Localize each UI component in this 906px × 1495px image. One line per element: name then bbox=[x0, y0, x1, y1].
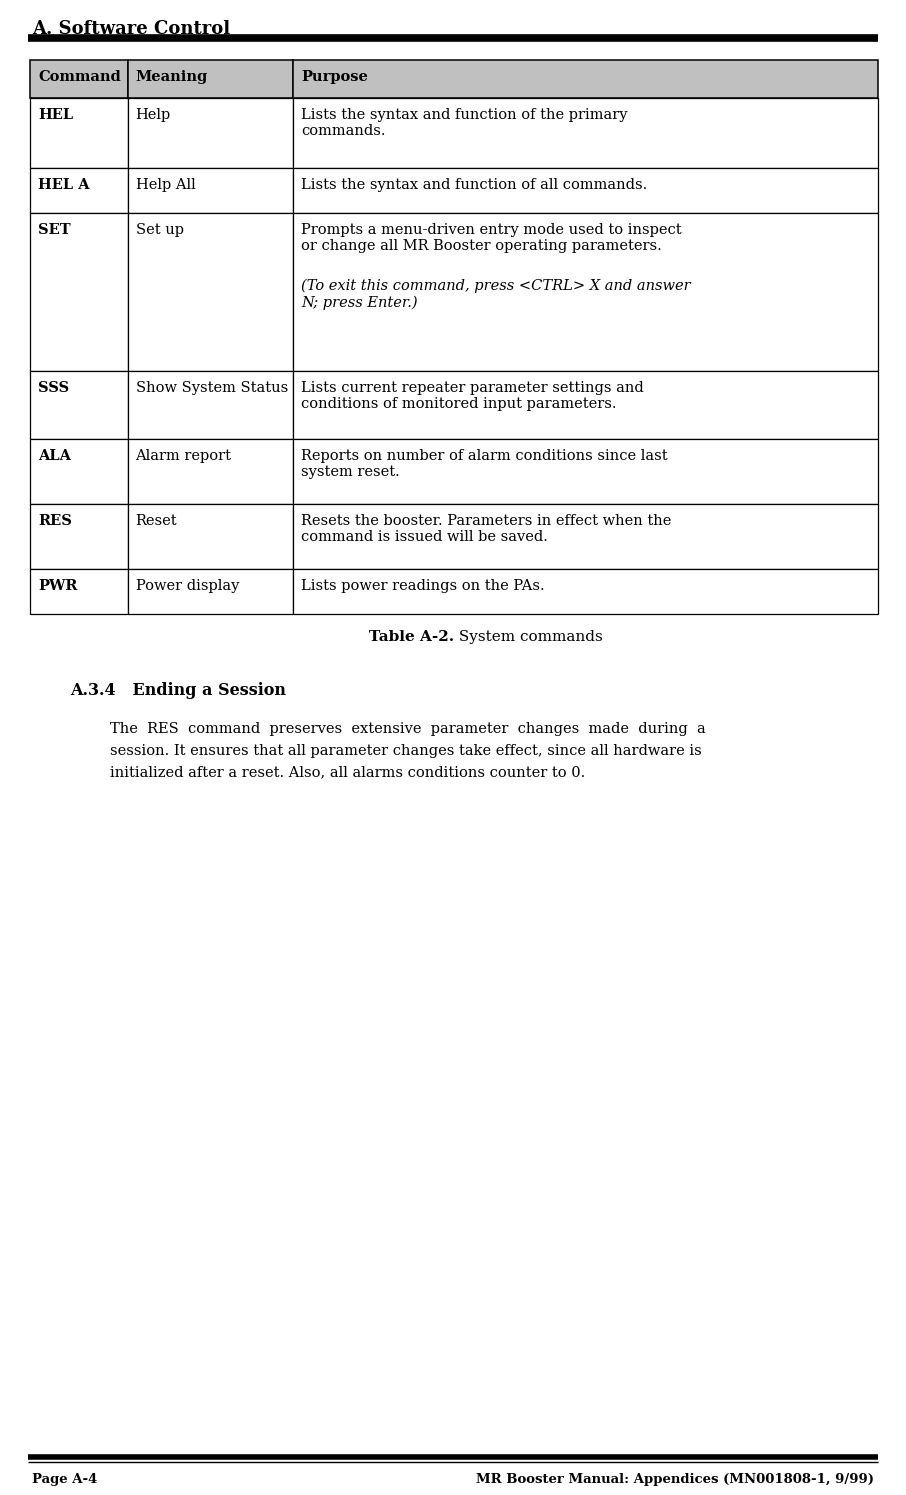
Bar bbox=[128, 570, 293, 614]
Text: Lists the syntax and function of the primary
commands.: Lists the syntax and function of the pri… bbox=[301, 108, 627, 138]
Bar bbox=[293, 570, 878, 614]
Text: HEL A: HEL A bbox=[38, 178, 90, 191]
Bar bbox=[128, 371, 293, 440]
Bar bbox=[293, 504, 878, 570]
Bar bbox=[30, 212, 128, 371]
Text: Purpose: Purpose bbox=[301, 70, 368, 84]
Bar bbox=[30, 60, 128, 99]
Text: session. It ensures that all parameter changes take effect, since all hardware i: session. It ensures that all parameter c… bbox=[110, 743, 702, 758]
Bar bbox=[128, 99, 293, 167]
Text: Reports on number of alarm conditions since last
system reset.: Reports on number of alarm conditions si… bbox=[301, 448, 668, 480]
Bar bbox=[128, 167, 293, 212]
Bar bbox=[293, 570, 878, 614]
Text: HEL: HEL bbox=[38, 108, 73, 123]
Bar bbox=[128, 60, 293, 99]
Bar bbox=[293, 167, 878, 212]
Text: ALA: ALA bbox=[38, 448, 71, 463]
Bar bbox=[293, 60, 878, 99]
Bar bbox=[30, 99, 128, 167]
Text: Prompts a menu-driven entry mode used to inspect
or change all MR Booster operat: Prompts a menu-driven entry mode used to… bbox=[301, 223, 681, 253]
Bar bbox=[128, 167, 293, 212]
Bar bbox=[293, 440, 878, 504]
Bar bbox=[30, 212, 128, 371]
Bar bbox=[30, 504, 128, 570]
Text: A.3.4   Ending a Session: A.3.4 Ending a Session bbox=[70, 682, 286, 700]
Bar bbox=[293, 212, 878, 371]
Bar bbox=[128, 60, 293, 99]
Text: Reset: Reset bbox=[136, 514, 178, 528]
Bar bbox=[293, 504, 878, 570]
Text: The  RES  command  preserves  extensive  parameter  changes  made  during  a: The RES command preserves extensive para… bbox=[110, 722, 706, 736]
Bar bbox=[30, 167, 128, 212]
Bar bbox=[293, 99, 878, 167]
Bar bbox=[30, 570, 128, 614]
Text: Show System Status: Show System Status bbox=[136, 381, 288, 395]
Bar bbox=[30, 99, 128, 167]
Text: Lists current repeater parameter settings and
conditions of monitored input para: Lists current repeater parameter setting… bbox=[301, 381, 643, 411]
Bar bbox=[293, 440, 878, 504]
Bar bbox=[293, 167, 878, 212]
Text: Resets the booster. Parameters in effect when the
command is issued will be save: Resets the booster. Parameters in effect… bbox=[301, 514, 671, 544]
Text: Command: Command bbox=[38, 70, 120, 84]
Bar bbox=[293, 371, 878, 440]
Bar bbox=[293, 371, 878, 440]
Text: Lists power readings on the PAs.: Lists power readings on the PAs. bbox=[301, 579, 545, 594]
Bar bbox=[30, 570, 128, 614]
Text: Alarm report: Alarm report bbox=[136, 448, 232, 463]
Bar bbox=[128, 504, 293, 570]
Bar bbox=[30, 60, 128, 99]
Text: Help All: Help All bbox=[136, 178, 196, 191]
Bar bbox=[30, 371, 128, 440]
Bar bbox=[128, 212, 293, 371]
Bar bbox=[128, 570, 293, 614]
Text: initialized after a reset. Also, all alarms conditions counter to 0.: initialized after a reset. Also, all ala… bbox=[110, 765, 585, 779]
Bar bbox=[128, 440, 293, 504]
Bar bbox=[293, 99, 878, 167]
Bar bbox=[128, 440, 293, 504]
Bar bbox=[30, 504, 128, 570]
Bar bbox=[128, 212, 293, 371]
Text: A. Software Control: A. Software Control bbox=[32, 19, 230, 37]
Text: SET: SET bbox=[38, 223, 71, 238]
Text: Help: Help bbox=[136, 108, 170, 123]
Text: Lists the syntax and function of all commands.: Lists the syntax and function of all com… bbox=[301, 178, 647, 191]
Bar bbox=[30, 440, 128, 504]
Text: Set up: Set up bbox=[136, 223, 184, 238]
Text: (To exit this command, press <CTRL> X and answer
N; press Enter.): (To exit this command, press <CTRL> X an… bbox=[301, 278, 690, 309]
Text: Meaning: Meaning bbox=[136, 70, 207, 84]
Text: MR Booster Manual: Appendices (MN001808-1, 9/99): MR Booster Manual: Appendices (MN001808-… bbox=[476, 1473, 874, 1486]
Text: PWR: PWR bbox=[38, 579, 78, 594]
Bar bbox=[128, 99, 293, 167]
Bar bbox=[30, 371, 128, 440]
Bar bbox=[293, 60, 878, 99]
Bar bbox=[128, 371, 293, 440]
Text: SSS: SSS bbox=[38, 381, 69, 395]
Bar bbox=[293, 212, 878, 371]
Text: System commands: System commands bbox=[454, 629, 602, 644]
Bar bbox=[30, 167, 128, 212]
Text: Page A-4: Page A-4 bbox=[32, 1473, 97, 1486]
Text: Table A-2.: Table A-2. bbox=[369, 629, 454, 644]
Bar bbox=[128, 504, 293, 570]
Text: Power display: Power display bbox=[136, 579, 239, 594]
Bar bbox=[30, 440, 128, 504]
Text: RES: RES bbox=[38, 514, 72, 528]
